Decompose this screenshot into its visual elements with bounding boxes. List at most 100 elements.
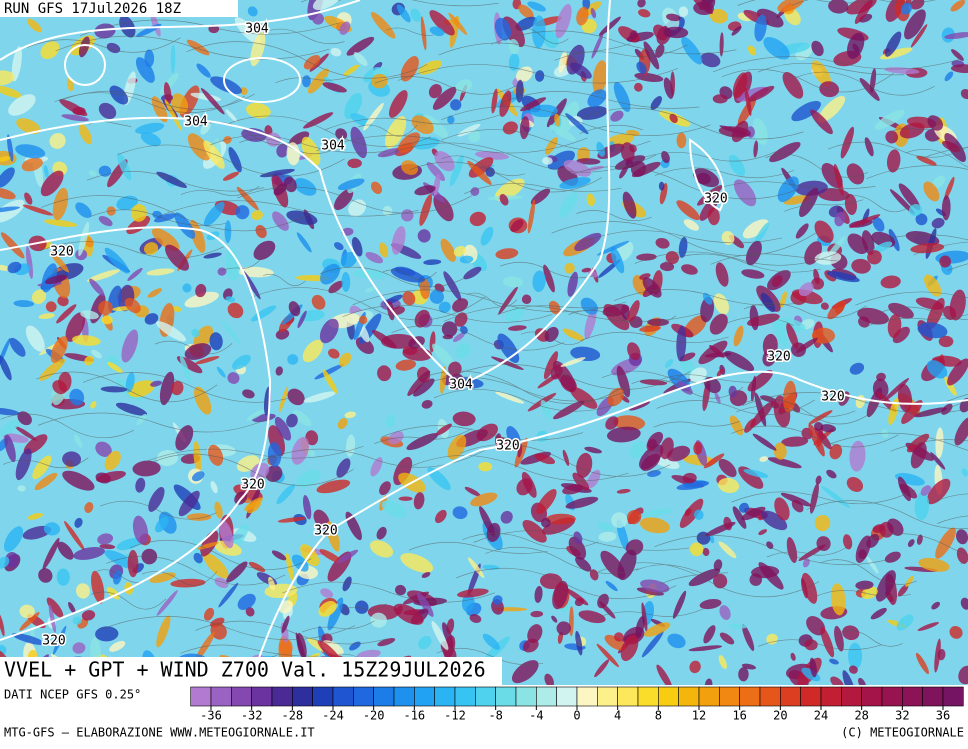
field-patch [296, 469, 321, 488]
field-patch [888, 397, 899, 426]
field-patch [703, 625, 716, 644]
field-patch [45, 274, 68, 285]
field-patch [452, 332, 466, 342]
field-patch [944, 176, 955, 201]
field-patch [598, 16, 621, 36]
field-patch [411, 115, 434, 135]
field-patch [490, 356, 524, 370]
field-patch [75, 249, 88, 261]
field-patch [172, 306, 182, 313]
field-patch [232, 354, 251, 370]
field-patch [746, 313, 780, 327]
field-patch [508, 53, 520, 71]
streamline [913, 241, 968, 256]
field-patch [636, 61, 647, 75]
field-patch [62, 451, 82, 467]
colorbar-tick-label: -28 [281, 709, 303, 723]
field-patch [534, 453, 556, 465]
field-patch [421, 399, 433, 409]
field-patch [636, 253, 657, 261]
field-patch [19, 604, 35, 619]
field-patch [536, 489, 557, 515]
field-patch [164, 99, 182, 131]
field-patch [84, 502, 94, 514]
field-patch [420, 16, 427, 51]
field-patch [116, 537, 143, 551]
field-patch [353, 52, 368, 67]
field-patch [676, 480, 710, 491]
colorbar-tick-label: -12 [444, 709, 466, 723]
field-patch [98, 215, 113, 227]
field-patch [27, 18, 42, 33]
field-patch [849, 362, 865, 375]
field-patch [530, 610, 544, 618]
field-patch [414, 309, 430, 328]
field-patch [939, 255, 951, 268]
field-patch [455, 79, 473, 93]
field-patch [799, 282, 814, 297]
field-patch [40, 170, 64, 197]
field-patch [98, 300, 113, 316]
field-patch [917, 322, 948, 339]
streamline [855, 291, 968, 306]
field-patch [721, 230, 735, 245]
field-patch [464, 486, 481, 497]
field-patch [855, 535, 871, 563]
field-patch [713, 573, 728, 589]
field-patch [391, 226, 406, 255]
field-patch [844, 193, 858, 215]
field-patch [438, 301, 451, 313]
field-patch [459, 255, 474, 264]
field-patch [334, 188, 354, 211]
field-patch [875, 570, 896, 602]
field-patch [13, 300, 35, 308]
field-patch [804, 639, 818, 651]
streamline [654, 535, 895, 566]
field-patch [596, 643, 620, 668]
field-patch [126, 215, 151, 235]
field-patch [574, 232, 602, 252]
field-patch [914, 407, 947, 418]
streamline [485, 546, 639, 574]
field-patch [48, 604, 56, 633]
field-patch [886, 149, 901, 173]
field-patch [0, 156, 11, 162]
field-patch [752, 433, 777, 451]
field-patch [104, 450, 121, 471]
field-patch [500, 510, 513, 524]
field-patch [638, 508, 673, 518]
field-patch [800, 577, 808, 599]
field-patch [728, 623, 748, 629]
streamline [154, 340, 233, 355]
field-patch [897, 383, 913, 413]
field-patch [744, 87, 752, 116]
field-patch [718, 541, 737, 559]
streamline [905, 148, 968, 168]
field-patch [370, 457, 383, 477]
field-patch [314, 363, 344, 380]
field-patch [468, 130, 481, 143]
field-patch [448, 12, 468, 35]
field-patch [508, 325, 527, 331]
contour-label: 320 [42, 634, 65, 649]
streamline [661, 572, 729, 584]
streamline [757, 639, 883, 651]
field-patch [104, 247, 130, 274]
field-patch [340, 251, 358, 268]
field-patch [195, 283, 207, 298]
field-patch [549, 124, 576, 142]
field-patch [49, 250, 69, 273]
streamline [391, 324, 565, 351]
field-patch [288, 301, 301, 317]
field-patch [34, 472, 58, 491]
field-patch [31, 289, 47, 304]
field-patch [245, 607, 255, 617]
field-patch [165, 244, 189, 271]
streamline [409, 161, 602, 193]
field-patch [0, 264, 10, 271]
field-patch [276, 483, 296, 505]
field-patch [480, 226, 494, 246]
field-patch [328, 280, 344, 294]
field-patch [707, 207, 720, 226]
field-patch [277, 516, 307, 523]
